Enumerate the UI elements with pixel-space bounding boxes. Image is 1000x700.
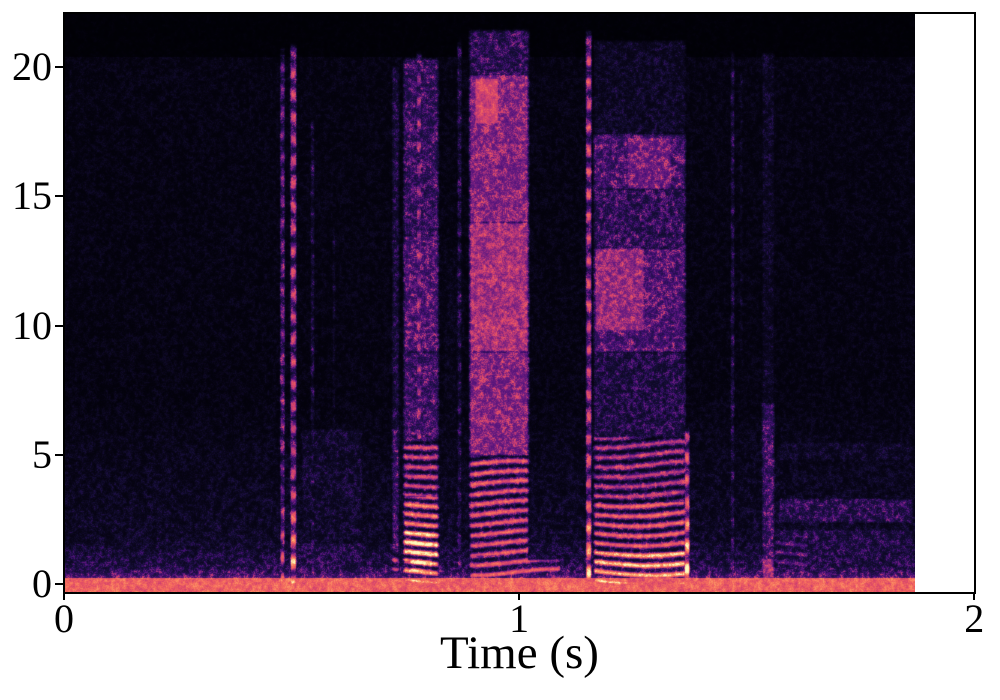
y-tick-label: 5 <box>32 431 52 477</box>
y-tick <box>55 453 63 456</box>
spectrogram-canvas <box>64 13 915 592</box>
y-tick-label: 10 <box>12 302 52 348</box>
y-tick <box>55 324 63 327</box>
y-tick <box>55 583 63 585</box>
x-tick <box>63 592 65 600</box>
x-tick-label: 2 <box>964 596 985 641</box>
y-tick-label: 20 <box>12 44 52 89</box>
x-tick-label: 0 <box>54 596 74 641</box>
x-tick <box>518 592 521 600</box>
y-tick-label: 0 <box>32 561 52 606</box>
x-tick-label: 1 <box>509 596 530 641</box>
x-tick <box>973 592 976 600</box>
x-axis-label: Time (s) <box>440 627 599 679</box>
y-tick-label: 15 <box>12 173 52 219</box>
y-tick <box>55 66 63 68</box>
y-tick <box>55 195 63 198</box>
